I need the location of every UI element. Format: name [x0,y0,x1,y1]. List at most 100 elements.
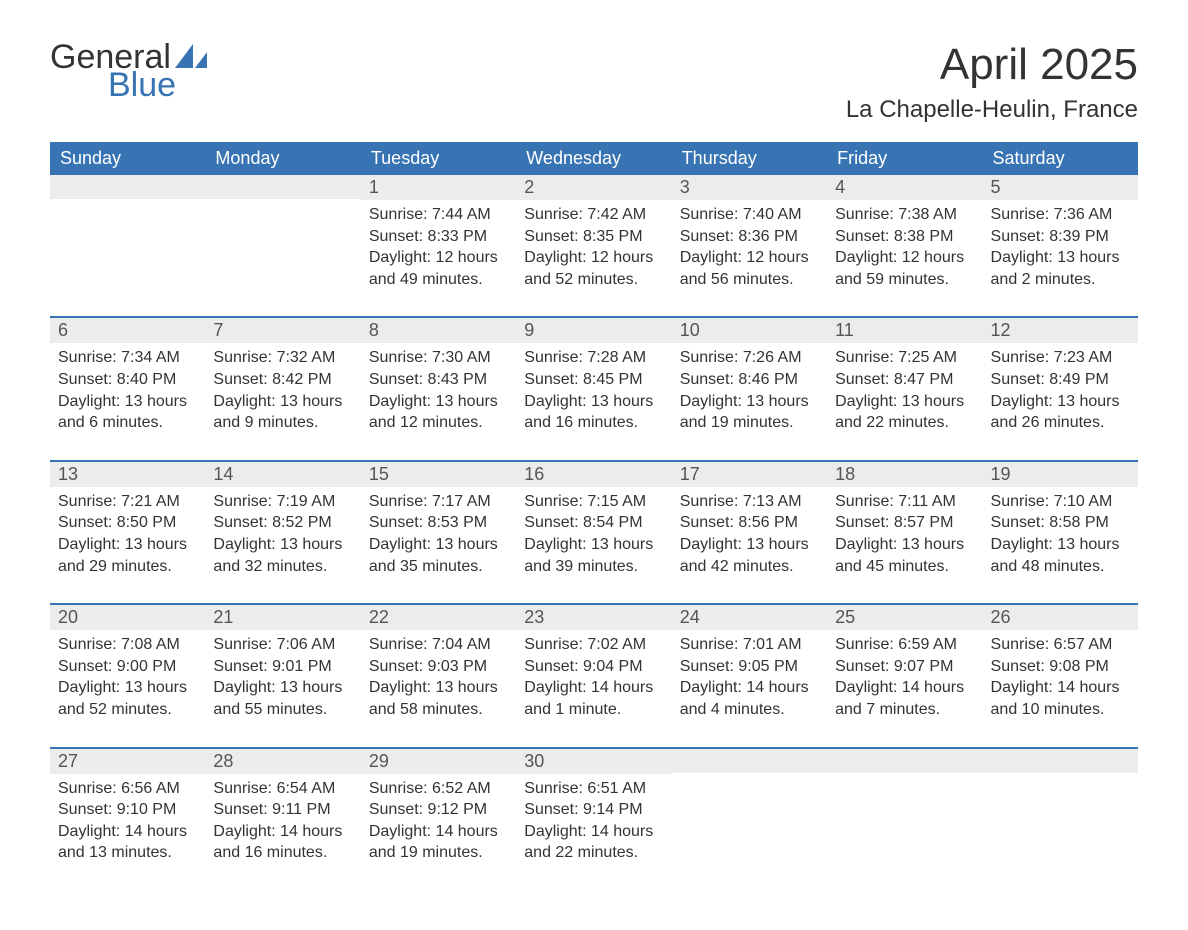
day-content: Sunrise: 7:26 AMSunset: 8:46 PMDaylight:… [672,343,827,459]
daylight-text: Daylight: 14 hours and 7 minutes. [835,677,974,720]
calendar-cell: 2Sunrise: 7:42 AMSunset: 8:35 PMDaylight… [516,175,671,317]
title-block: April 2025 La Chapelle-Heulin, France [846,40,1138,124]
calendar-cell [983,748,1138,890]
day-content [672,773,827,873]
sunrise-text: Sunrise: 7:44 AM [369,204,508,226]
sunrise-text: Sunrise: 7:34 AM [58,347,197,369]
daylight-text: Daylight: 14 hours and 4 minutes. [680,677,819,720]
day-header-sun: Sunday [50,142,205,175]
day-number: 14 [205,462,360,487]
sunrise-text: Sunrise: 7:04 AM [369,634,508,656]
sunset-text: Sunset: 8:40 PM [58,369,197,391]
location-text: La Chapelle-Heulin, France [846,96,1138,124]
day-content [827,773,982,873]
day-number [827,749,982,773]
daylight-text: Daylight: 13 hours and 35 minutes. [369,534,508,577]
day-number: 27 [50,749,205,774]
calendar-cell: 20Sunrise: 7:08 AMSunset: 9:00 PMDayligh… [50,604,205,747]
day-number: 16 [516,462,671,487]
day-header-wed: Wednesday [516,142,671,175]
month-title: April 2025 [846,40,1138,90]
sunset-text: Sunset: 8:52 PM [213,512,352,534]
day-content: Sunrise: 6:52 AMSunset: 9:12 PMDaylight:… [361,774,516,890]
daylight-text: Daylight: 12 hours and 56 minutes. [680,247,819,290]
day-number: 25 [827,605,982,630]
day-number: 13 [50,462,205,487]
sunset-text: Sunset: 8:54 PM [524,512,663,534]
calendar-cell: 9Sunrise: 7:28 AMSunset: 8:45 PMDaylight… [516,317,671,460]
day-number: 6 [50,318,205,343]
daylight-text: Daylight: 14 hours and 1 minute. [524,677,663,720]
calendar-cell: 6 Sunrise: 7:34 AMSunset: 8:40 PMDaylight… [50,317,205,460]
day-number: 30 [516,749,671,774]
sunrise-text: Sunrise: 7:02 AM [524,634,663,656]
daylight-text: Daylight: 14 hours and 19 minutes. [369,821,508,864]
day-content: Sunrise: 7:21 AMSunset: 8:50 PMDaylight:… [50,487,205,603]
calendar-cell: 7Sunrise: 7:32 AMSunset: 8:42 PMDaylight… [205,317,360,460]
day-content: Sunrise: 7:28 AMSunset: 8:45 PMDaylight:… [516,343,671,459]
sunrise-text: Sunrise: 6:51 AM [524,778,663,800]
day-number: 2 [516,175,671,200]
daylight-text: Daylight: 13 hours and 6 minutes. [58,391,197,434]
calendar-cell: 19Sunrise: 7:10 AMSunset: 8:58 PMDayligh… [983,461,1138,604]
day-content: Sunrise: 7:19 AMSunset: 8:52 PMDaylight:… [205,487,360,603]
sunrise-text: Sunrise: 7:26 AM [680,347,819,369]
day-number: 7 [205,318,360,343]
daylight-text: Daylight: 14 hours and 13 minutes. [58,821,197,864]
calendar-cell: 5Sunrise: 7:36 AMSunset: 8:39 PMDaylight… [983,175,1138,317]
daylight-text: Daylight: 13 hours and 26 minutes. [991,391,1130,434]
sunset-text: Sunset: 9:07 PM [835,656,974,678]
day-content: Sunrise: 7:32 AMSunset: 8:42 PMDaylight:… [205,343,360,459]
day-number: 22 [361,605,516,630]
daylight-text: Daylight: 13 hours and 52 minutes. [58,677,197,720]
day-header-sat: Saturday [983,142,1138,175]
daylight-text: Daylight: 13 hours and 29 minutes. [58,534,197,577]
sunset-text: Sunset: 8:43 PM [369,369,508,391]
logo-text-blue: Blue [108,68,209,102]
day-content: Sunrise: 7:08 AMSunset: 9:00 PMDaylight:… [50,630,205,746]
day-number: 10 [672,318,827,343]
calendar-cell: 21Sunrise: 7:06 AMSunset: 9:01 PMDayligh… [205,604,360,747]
sunset-text: Sunset: 9:10 PM [58,799,197,821]
sunrise-text: Sunrise: 7:32 AM [213,347,352,369]
sunrise-text: Sunrise: 7:25 AM [835,347,974,369]
sunset-text: Sunset: 8:33 PM [369,226,508,248]
calendar-cell: 30Sunrise: 6:51 AMSunset: 9:14 PMDayligh… [516,748,671,890]
day-content: Sunrise: 7:44 AMSunset: 8:33 PMDaylight:… [361,200,516,316]
sunrise-text: Sunrise: 6:57 AM [991,634,1130,656]
calendar-header-row: Sunday Monday Tuesday Wednesday Thursday… [50,142,1138,175]
daylight-text: Daylight: 12 hours and 49 minutes. [369,247,508,290]
day-content: Sunrise: 6:57 AMSunset: 9:08 PMDaylight:… [983,630,1138,746]
sunrise-text: Sunrise: 7:40 AM [680,204,819,226]
sunrise-text: Sunrise: 7:11 AM [835,491,974,513]
daylight-text: Daylight: 13 hours and 19 minutes. [680,391,819,434]
daylight-text: Daylight: 13 hours and 45 minutes. [835,534,974,577]
calendar-cell: 23Sunrise: 7:02 AMSunset: 9:04 PMDayligh… [516,604,671,747]
sunset-text: Sunset: 8:56 PM [680,512,819,534]
sunset-text: Sunset: 8:35 PM [524,226,663,248]
sunrise-text: Sunrise: 7:13 AM [680,491,819,513]
sunrise-text: Sunrise: 7:06 AM [213,634,352,656]
sunrise-text: Sunrise: 6:56 AM [58,778,197,800]
day-content: Sunrise: 7:06 AMSunset: 9:01 PMDaylight:… [205,630,360,746]
sunset-text: Sunset: 9:14 PM [524,799,663,821]
calendar-cell: 12Sunrise: 7:23 AMSunset: 8:49 PMDayligh… [983,317,1138,460]
daylight-text: Daylight: 14 hours and 10 minutes. [991,677,1130,720]
day-content: Sunrise: 7:01 AMSunset: 9:05 PMDaylight:… [672,630,827,746]
sunset-text: Sunset: 8:42 PM [213,369,352,391]
calendar-week-row: 13Sunrise: 7:21 AMSunset: 8:50 PMDayligh… [50,461,1138,604]
header: General Blue April 2025 La Chapelle-Heul… [50,40,1138,124]
day-number [50,175,205,199]
sunset-text: Sunset: 9:08 PM [991,656,1130,678]
day-number: 18 [827,462,982,487]
calendar-table: Sunday Monday Tuesday Wednesday Thursday… [50,142,1138,890]
day-number: 26 [983,605,1138,630]
daylight-text: Daylight: 13 hours and 58 minutes. [369,677,508,720]
daylight-text: Daylight: 13 hours and 16 minutes. [524,391,663,434]
day-number: 15 [361,462,516,487]
day-content: Sunrise: 7:15 AMSunset: 8:54 PMDaylight:… [516,487,671,603]
sunrise-text: Sunrise: 7:42 AM [524,204,663,226]
calendar-week-row: 1Sunrise: 7:44 AMSunset: 8:33 PMDaylight… [50,175,1138,317]
day-content: Sunrise: 6:59 AMSunset: 9:07 PMDaylight:… [827,630,982,746]
sunset-text: Sunset: 8:36 PM [680,226,819,248]
